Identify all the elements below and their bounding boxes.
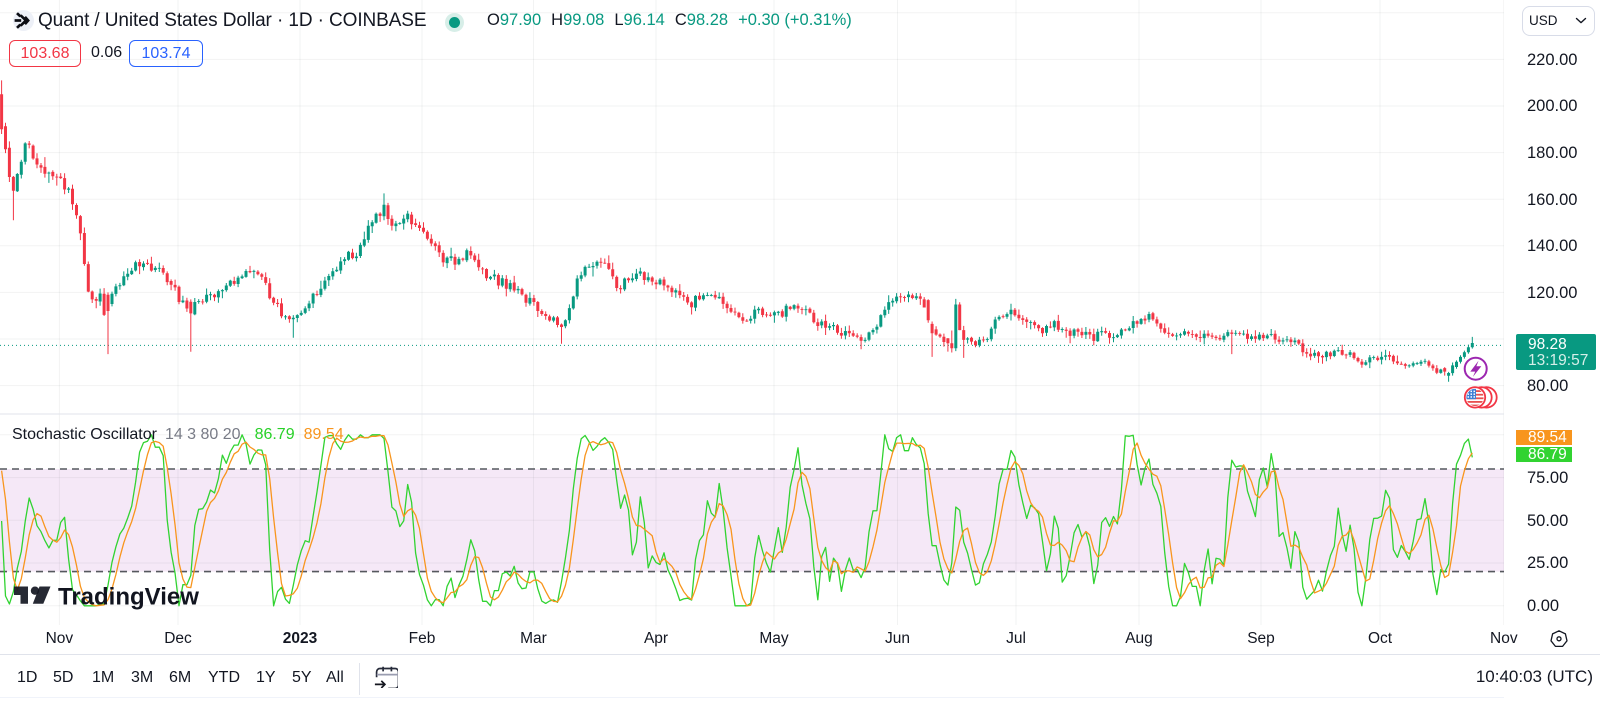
svg-text:TradingView: TradingView — [58, 584, 199, 611]
